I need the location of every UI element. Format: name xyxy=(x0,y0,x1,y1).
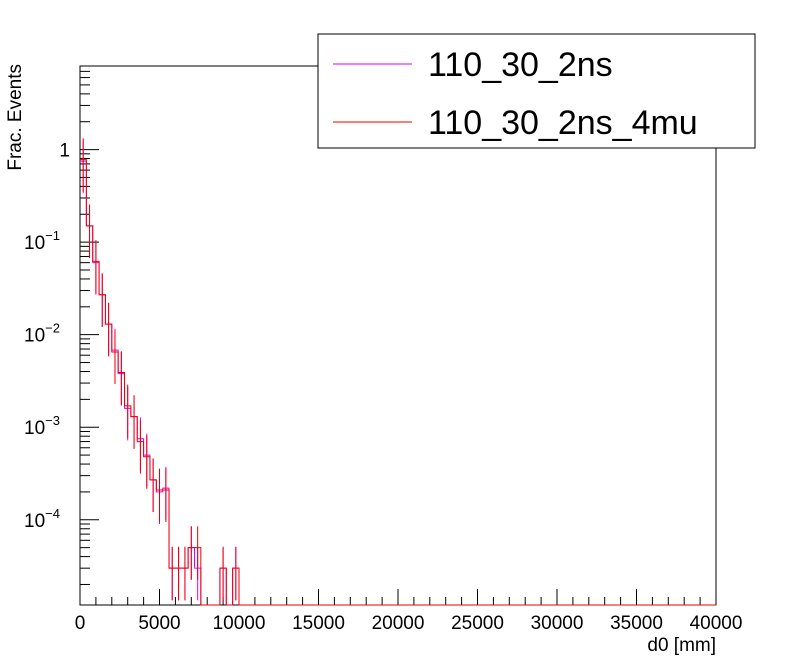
series-group xyxy=(80,138,716,606)
y-tick-label: 10−4 xyxy=(24,506,60,532)
y-tick-label: 10−3 xyxy=(24,413,60,439)
series-group xyxy=(80,139,716,606)
legend-label: 110_30_2ns_4mu xyxy=(428,104,698,142)
legend-box xyxy=(317,33,756,149)
series-layer xyxy=(80,138,716,606)
x-tick-label: 35000 xyxy=(610,613,663,634)
y-tick-label: 1 xyxy=(59,141,70,162)
x-tick-label: 15000 xyxy=(292,613,345,634)
legend: 110_30_2ns 110_30_2ns_4mu xyxy=(317,33,756,149)
x-axis-title: d0 [mm] xyxy=(647,635,716,656)
x-axis-ticks: 0 5000 10000 15000 20000 25000 30000 35000 40000 xyxy=(75,589,743,634)
x-tick-label: 5000 xyxy=(138,613,180,634)
y-tick-label: 10−2 xyxy=(24,321,60,347)
y-axis-ticks: 10−4 10−3 10−2 10−1 1 xyxy=(24,65,99,585)
x-tick-label: 20000 xyxy=(372,613,425,634)
x-tick-label: 0 xyxy=(75,613,86,634)
y-tick-label: 10−1 xyxy=(24,228,60,254)
series-line xyxy=(80,159,716,606)
legend-entries: 110_30_2ns 110_30_2ns_4mu xyxy=(333,46,698,142)
x-tick-label: 10000 xyxy=(213,613,266,634)
y-axis-title: Frac. Events xyxy=(5,64,26,171)
x-tick-label: 30000 xyxy=(531,613,584,634)
x-tick-label: 25000 xyxy=(451,613,504,634)
legend-label: 110_30_2ns xyxy=(428,46,613,84)
series-line xyxy=(80,160,716,606)
x-tick-label: 40000 xyxy=(690,613,743,634)
